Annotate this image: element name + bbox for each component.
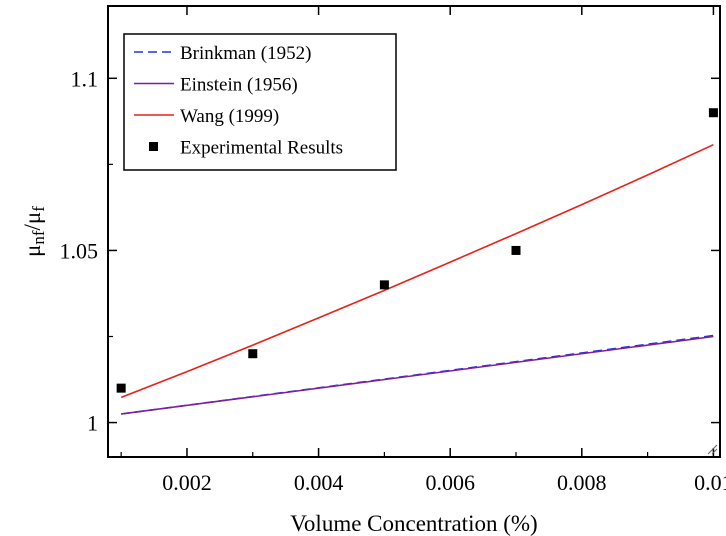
y-axis-title-sub1: nf <box>29 230 48 245</box>
data-point <box>511 245 521 255</box>
legend-label: Einstein (1956) <box>180 75 298 96</box>
x-tick-label: 0.004 <box>294 470 344 495</box>
y-tick-label: 1.1 <box>71 66 99 91</box>
x-tick-label: 0.008 <box>557 470 607 495</box>
resize-handle-icon <box>707 444 718 455</box>
x-tick-label: 0.01 <box>694 470 726 495</box>
x-tick-label: 0.002 <box>162 470 212 495</box>
plot-area <box>116 108 718 415</box>
legend: Brinkman (1952) Einstein (1956) Wang (1999… <box>123 33 397 171</box>
y-axis-title-sep: / <box>20 223 45 230</box>
x-axis-title: Volume Concentration (%) <box>290 511 537 536</box>
legend-marker <box>149 142 158 151</box>
legend-label: Brinkman (1952) <box>180 43 311 64</box>
series-line <box>121 335 714 415</box>
data-point <box>116 383 126 393</box>
y-axis-title-mu2: μ <box>20 212 45 224</box>
x-tick-label: 0.006 <box>425 470 475 495</box>
y-tick-label: 1.05 <box>60 238 99 263</box>
legend-label: Experimental Results <box>180 138 343 159</box>
data-point <box>379 280 389 290</box>
series-line <box>120 143 714 399</box>
y-axis-title-mu1: μ <box>20 245 45 257</box>
y-axis-title-sub2: f <box>29 206 48 212</box>
axes: 0.002 0.004 0.006 0.008 0.01 1 1.05 1.1 <box>60 5 726 495</box>
data-point <box>708 108 718 118</box>
y-tick-label: 1 <box>87 411 98 436</box>
data-point <box>248 349 258 359</box>
legend-box <box>123 33 397 171</box>
legend-label: Wang (1999) <box>180 106 279 127</box>
y-axis-title: μnf/μf <box>20 206 48 257</box>
plot-frame <box>107 5 721 458</box>
